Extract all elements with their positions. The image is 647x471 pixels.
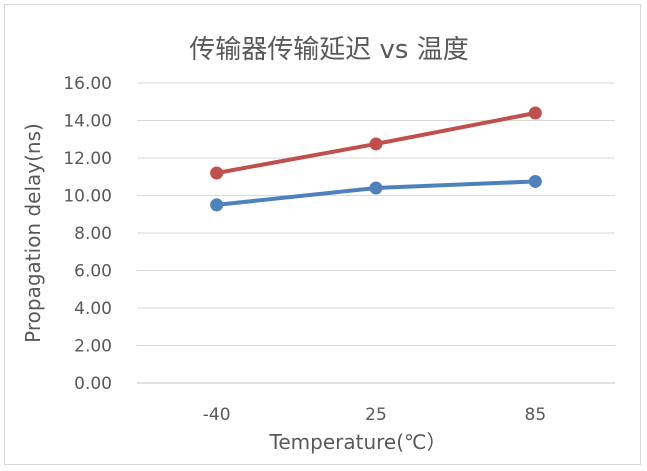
y-tick-label: 16.00	[63, 74, 112, 94]
y-tick-label: 14.00	[63, 112, 112, 132]
series-group	[210, 106, 542, 212]
data-point	[528, 174, 542, 188]
y-tick-label: 2.00	[74, 337, 112, 357]
chart-frame	[4, 4, 641, 465]
x-axis-title: Temperature(℃）	[269, 430, 447, 454]
gridlines	[137, 82, 615, 346]
data-point	[369, 137, 383, 151]
data-point	[528, 106, 542, 120]
y-tick-label: 6.00	[74, 262, 112, 282]
y-tick-label: 8.00	[74, 224, 112, 244]
x-axis-ticks: -40 25 85	[203, 405, 546, 425]
x-tick-label: -40	[203, 405, 231, 425]
y-tick-label: 12.00	[63, 149, 112, 169]
y-axis-title: Propagation delay(ns)	[21, 123, 45, 343]
y-axis-ticks: 0.00 2.00 4.00 6.00 8.00 10.00 12.00 14.00 16.00	[63, 74, 112, 394]
x-tick-label: 25	[365, 405, 387, 425]
x-tick-label: 85	[525, 405, 547, 425]
data-point	[210, 198, 224, 212]
y-tick-label: 10.00	[63, 187, 112, 207]
y-tick-label: 0.00	[74, 374, 112, 394]
data-point	[210, 166, 224, 180]
data-point	[369, 181, 383, 195]
y-tick-label: 4.00	[74, 299, 112, 319]
chart-title: 传输器传输延迟 vs 温度	[189, 35, 468, 65]
